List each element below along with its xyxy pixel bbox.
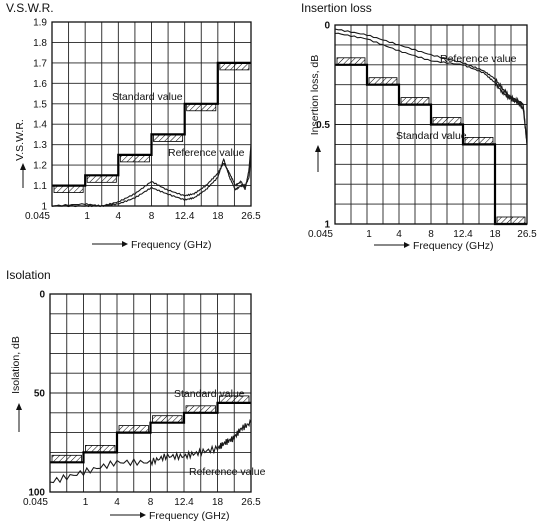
vswr-y-tick-label: 1.8 [33,38,47,49]
vswr-y-tick-label: 1.1 [33,181,47,192]
insertion-loss-reference-annotation: Reference value [440,53,517,65]
vswr-y-tick-label: 1.4 [33,120,47,131]
isolation-chart: Isolation 0 50 100 0.045 1 4 8 12.4 18 26.5 Stan… [6,268,266,522]
vswr-title: V.S.W.R. [6,1,54,15]
isolation-title: Isolation [6,268,51,282]
isolation-reference-annotation: Reference value [189,466,266,478]
vswr-x-tick-label: 26.5 [241,211,261,222]
isolation-y-tick-labels: 0 50 100 [28,290,45,499]
vswr-standard-annotation: Standard value [112,91,183,103]
iso-x-tick-label: 18 [212,497,224,508]
il-x-tick-label: 12.4 [453,229,473,240]
isolation-standard-line [50,401,251,464]
isolation-xlabel: Frequency (GHz) [149,510,230,522]
vswr-y-tick-label: 1.2 [33,161,47,172]
vswr-x-tick-labels: 0.045 1 4 8 12.4 18 26.5 [25,211,261,222]
vswr-x-axis-label: Frequency (GHz) [92,239,212,251]
vswr-grid [52,22,251,206]
iso-y-tick-label: 100 [28,488,45,499]
vswr-y-tick-label: 1.5 [33,99,47,110]
vswr-y-tick-label: 1.7 [33,58,47,69]
insertion-loss-y-tick-labels: 00.51 [316,21,330,231]
isolation-ylabel: Isolation, dB [10,336,22,394]
vswr-x-tick-label: 1 [84,211,90,222]
vswr-x-tick-label: 0.045 [25,211,50,222]
insertion-loss-standard-line [335,63,527,226]
vswr-chart: V.S.W.R. 1 1.1 1.2 1.3 1.4 1.5 1.6 1.7 1.8 1.9 0.… [6,1,261,251]
iso-x-tick-label: 0.045 [23,497,48,508]
insertion-loss-chart: Insertion loss 00.51 0.045 1 4 8 12.4 18 26.5 … [301,1,537,252]
insertion-loss-y-axis-label: Insertion loss, dB [309,55,321,172]
vswr-x-tick-label: 12.4 [175,211,195,222]
insertion-loss-x-tick-labels: 0.045 1 4 8 12.4 18 26.5 [308,229,537,240]
il-y-tick-label: 0 [324,21,330,32]
il-y-tick-label: 0.5 [316,120,330,131]
insertion-loss-standard-annotation: Standard value [396,130,467,142]
iso-y-tick-label: 0 [39,290,45,301]
vswr-x-tick-label: 8 [149,211,155,222]
isolation-x-tick-labels: 0.045 1 4 8 12.4 18 26.5 [23,497,261,508]
iso-x-tick-label: 1 [83,497,89,508]
isolation-grid [50,294,251,492]
iso-x-tick-label: 26.5 [241,497,261,508]
insertion-loss-reference-line-1 [334,28,528,145]
vswr-standard-line [52,61,251,187]
vswr-plot-frame [51,21,252,207]
il-y-tick-label: 1 [324,220,330,231]
vswr-y-tick-label: 1.9 [33,18,47,29]
il-x-tick-label: 18 [489,229,501,240]
vswr-y-tick-labels: 1 1.1 1.2 1.3 1.4 1.5 1.6 1.7 1.8 1.9 [33,18,47,213]
vswr-y-tick-label: 1.3 [33,140,47,151]
vswr-y-axis-label: V.S.W.R. [14,119,26,188]
insertion-loss-x-axis-label: Frequency (GHz) [374,240,494,252]
il-x-tick-label: 26.5 [517,229,537,240]
il-x-tick-label: 4 [396,229,402,240]
insertion-loss-reference-line-2 [334,32,528,145]
il-x-tick-label: 1 [366,229,372,240]
isolation-plot-frame [49,293,252,493]
insertion-loss-plot-frame [334,24,528,225]
vswr-x-tick-label: 18 [212,211,224,222]
insertion-loss-ylabel: Insertion loss, dB [309,55,321,136]
vswr-y-tick-label: 1.6 [33,79,47,90]
vswr-x-tick-label: 4 [116,211,122,222]
iso-x-tick-label: 8 [148,497,154,508]
isolation-y-axis-label: Isolation, dB [10,336,22,432]
insertion-loss-title: Insertion loss [301,1,372,15]
isolation-x-axis-label: Frequency (GHz) [110,510,230,522]
insertion-loss-xlabel: Frequency (GHz) [413,240,494,252]
vswr-ylabel: V.S.W.R. [14,119,26,161]
vswr-y-tick-label: 1 [41,202,47,213]
iso-x-tick-label: 12.4 [174,497,194,508]
vswr-xlabel: Frequency (GHz) [131,239,212,251]
iso-x-tick-label: 4 [114,497,120,508]
vswr-reference-annotation: Reference value [168,147,245,159]
insertion-loss-hatch-bands [336,57,526,225]
vswr-reference-line-2 [51,154,252,208]
iso-y-tick-label: 50 [34,389,46,400]
vswr-reference-line-1 [51,144,252,207]
il-x-tick-label: 8 [428,229,434,240]
isolation-standard-annotation: Standard value [174,388,245,400]
il-x-tick-label: 0.045 [308,229,333,240]
isolation-reference-line [49,418,252,484]
